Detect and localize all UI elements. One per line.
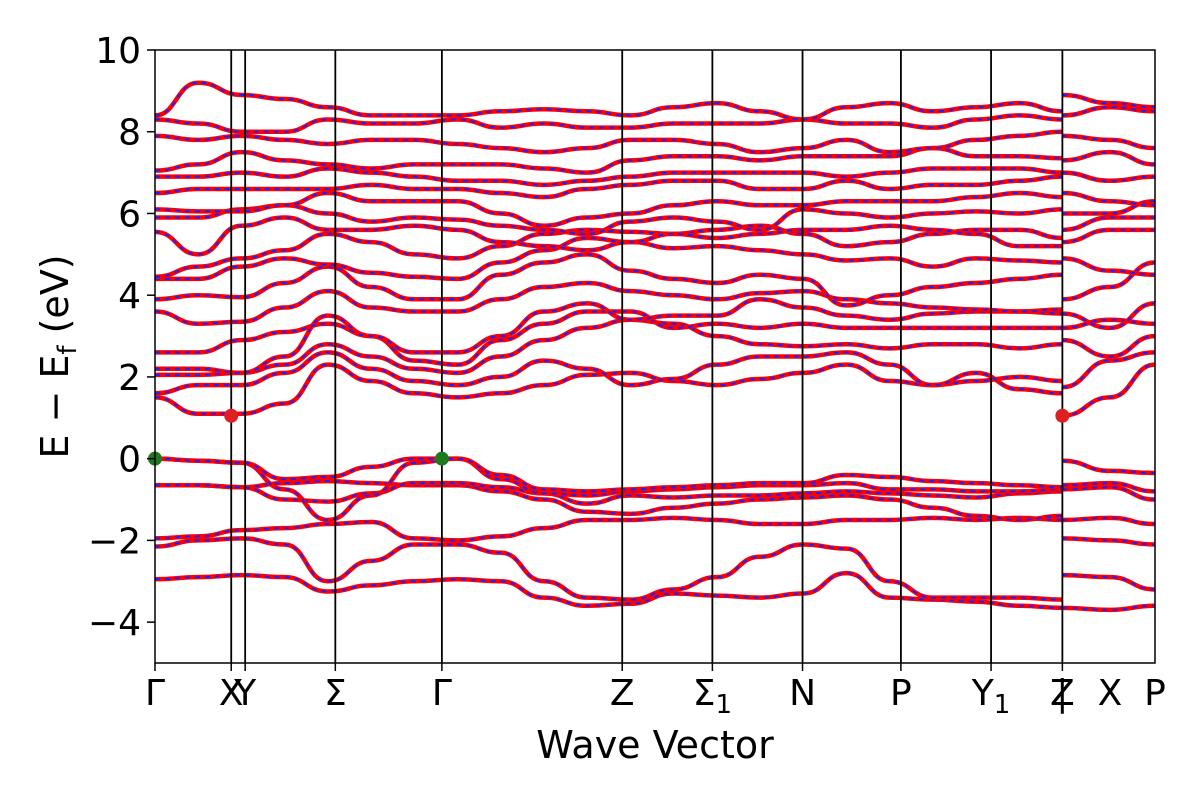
y-tick-label-2: 0 <box>118 440 141 481</box>
extra-band-18 <box>1062 170 1156 184</box>
band-16-dashed <box>154 216 1063 256</box>
band-20-dashed <box>154 167 1063 186</box>
extra-band-17 <box>1062 190 1156 208</box>
band-1-dashed <box>154 537 1063 601</box>
x-tick-label-4: Γ <box>432 673 452 714</box>
band-23-dashed <box>154 114 1063 133</box>
band-23 <box>154 113 1063 134</box>
band-0-dashed <box>154 572 1063 609</box>
y-axis-label-main: E − E <box>33 355 77 459</box>
plot-frame <box>154 49 1156 664</box>
extra-band-4 <box>1062 485 1156 502</box>
x-tick-label-10: Z <box>1050 673 1075 714</box>
extremum-marker-1 <box>434 451 449 466</box>
x-tick-label-8: P <box>890 673 912 714</box>
extra-band-3 <box>1062 515 1156 527</box>
extra-band-19-dashed <box>1062 151 1156 166</box>
band-18 <box>154 190 1063 228</box>
extra-band-21 <box>1062 104 1156 118</box>
extra-band-1 <box>1062 572 1156 592</box>
y-axis-label: E − Ef (eV) <box>33 254 83 458</box>
band-17-dashed <box>155 204 1063 235</box>
band-13-dashed <box>154 253 1063 307</box>
extra-band-20 <box>1062 133 1156 151</box>
x-tick-label-6: Σ1 <box>693 673 732 720</box>
band-19-dashed <box>154 175 1063 199</box>
extremum-marker-2 <box>224 408 239 423</box>
y-axis-label-sub: f <box>53 345 83 355</box>
y-tick-label-1: −2 <box>88 521 141 562</box>
x-tick-label-7: N <box>789 673 816 714</box>
y-axis-ticks: −4 −2 0 2 4 6 8 10 <box>88 31 155 644</box>
extra-band-7 <box>1062 362 1156 419</box>
y-tick-label-0: −4 <box>88 603 141 644</box>
x-tick-label-2: Y <box>233 673 257 714</box>
band-22-dashed <box>154 130 1063 154</box>
band-18-dashed <box>154 192 1063 227</box>
extra-band-8 <box>1062 350 1156 390</box>
bands-layer <box>154 80 1156 613</box>
extra-band-5 <box>1062 480 1156 494</box>
x-tick-label-3: Σ <box>324 673 347 714</box>
band-2 <box>154 515 1063 543</box>
extra-band-0 <box>1062 603 1156 613</box>
x-tick-label-5: Z <box>610 673 635 714</box>
band-1 <box>154 536 1063 602</box>
band-12-dashed <box>154 281 1063 325</box>
extra-band-11-dashed <box>1062 302 1156 329</box>
x-tick-label-sub-6: 1 <box>715 690 732 720</box>
band-15 <box>154 223 1063 280</box>
band-5-dashed <box>154 457 1063 521</box>
extra-band-10 <box>1062 317 1156 331</box>
extra-band-7-dashed <box>1062 363 1156 417</box>
extra-band-15 <box>1062 215 1155 233</box>
band-20 <box>154 166 1063 188</box>
band-3-dashed <box>155 480 1063 521</box>
x-tick-label-1: X <box>219 673 244 714</box>
y-tick-label-6: 8 <box>118 113 141 154</box>
band-10-dashed <box>154 310 1063 374</box>
extra-band-22 <box>1062 92 1156 110</box>
band-22 <box>154 129 1063 155</box>
x-extra-label-2: P <box>1144 673 1166 714</box>
x-extra-label-1: X <box>1098 673 1123 714</box>
y-tick-label-4: 4 <box>118 276 141 317</box>
x-axis-ticks: Γ XY Σ Γ Z Σ1 N P Y1 Z| X P <box>145 663 1166 720</box>
extremum-marker-3 <box>1055 408 1070 423</box>
band-6 <box>154 456 1063 494</box>
extra-band-14 <box>1062 227 1155 245</box>
kpoint-lines <box>230 50 1064 663</box>
band-4-dashed <box>155 482 1063 505</box>
band-24-dashed <box>154 81 1063 121</box>
y-tick-label-7: 10 <box>95 31 141 72</box>
band-8-dashed <box>154 351 1063 395</box>
band-0 <box>154 570 1063 611</box>
y-axis-label-unit: (eV) <box>33 254 77 345</box>
band-9-dashed <box>154 318 1063 376</box>
x-extra-label-0: | <box>1056 673 1068 714</box>
band-21-dashed <box>154 147 1063 174</box>
y-tick-label-5: 6 <box>118 194 141 235</box>
band-11-dashed <box>155 298 1063 354</box>
x-axis-label: Wave Vector <box>536 723 774 767</box>
extra-band-13-dashed <box>1062 257 1156 276</box>
extra-band-6 <box>1062 458 1156 476</box>
x-tick-label-9: Y1 <box>971 673 1011 720</box>
band-2-dashed <box>154 516 1063 542</box>
extra-band-9-dashed <box>1062 335 1156 358</box>
x-tick-label-0: Γ <box>145 673 165 714</box>
band-6-dashed <box>154 457 1063 493</box>
extra-band-2 <box>1062 536 1156 547</box>
extra-band-12 <box>1062 260 1156 302</box>
y-tick-label-3: 2 <box>118 358 141 399</box>
x-tick-label-sub-9: 1 <box>994 690 1011 720</box>
band-14-dashed <box>154 236 1063 280</box>
markers-layer <box>148 408 1070 466</box>
